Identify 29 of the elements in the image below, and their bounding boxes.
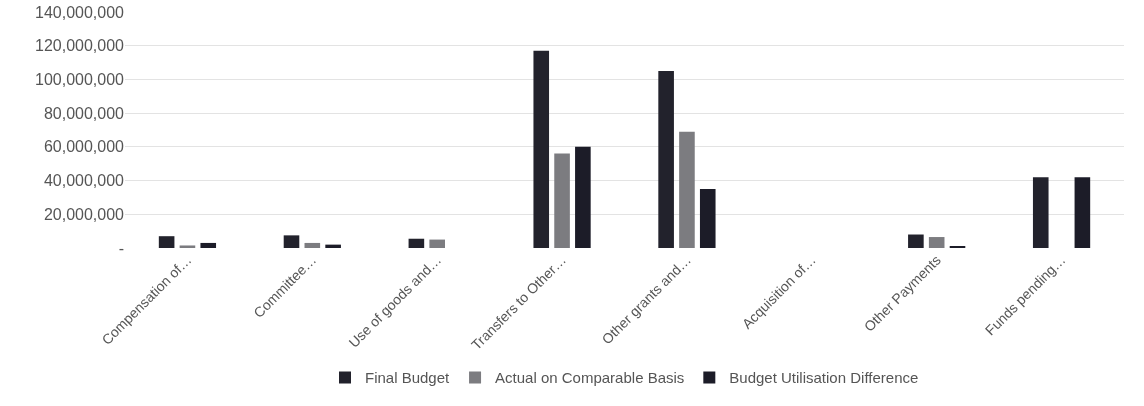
bar — [908, 234, 924, 248]
y-tick-label: 40,000,000 — [43, 172, 125, 190]
bar — [928, 237, 945, 248]
y-tick-label: 80,000,000 — [43, 104, 125, 122]
y-tick-label: 60,000,000 — [43, 138, 125, 156]
bar — [533, 50, 550, 248]
bar — [658, 71, 674, 248]
y-tick-label: 100,000,000 — [35, 71, 125, 89]
y-tick-label: 120,000,000 — [35, 37, 125, 55]
bar — [1032, 177, 1049, 248]
y-tick-label: - — [118, 239, 124, 257]
bar — [429, 239, 445, 248]
bar — [575, 146, 591, 248]
bar — [325, 244, 341, 248]
bar — [679, 131, 695, 248]
bar — [1074, 177, 1091, 248]
legend-label: Final Budget — [365, 369, 451, 387]
bar — [158, 236, 175, 248]
y-tick-label: 20,000,000 — [43, 205, 125, 223]
bar — [200, 242, 217, 248]
bar — [408, 238, 425, 248]
bar — [554, 153, 570, 248]
y-tick-label: 140,000,000 — [35, 3, 125, 21]
bar — [699, 189, 716, 248]
legend-label: Budget Utilisation Difference — [729, 369, 919, 387]
legend-label: Actual on Comparable Basis — [495, 369, 685, 387]
bar — [179, 245, 196, 248]
bar — [304, 242, 321, 248]
bar — [283, 235, 300, 248]
